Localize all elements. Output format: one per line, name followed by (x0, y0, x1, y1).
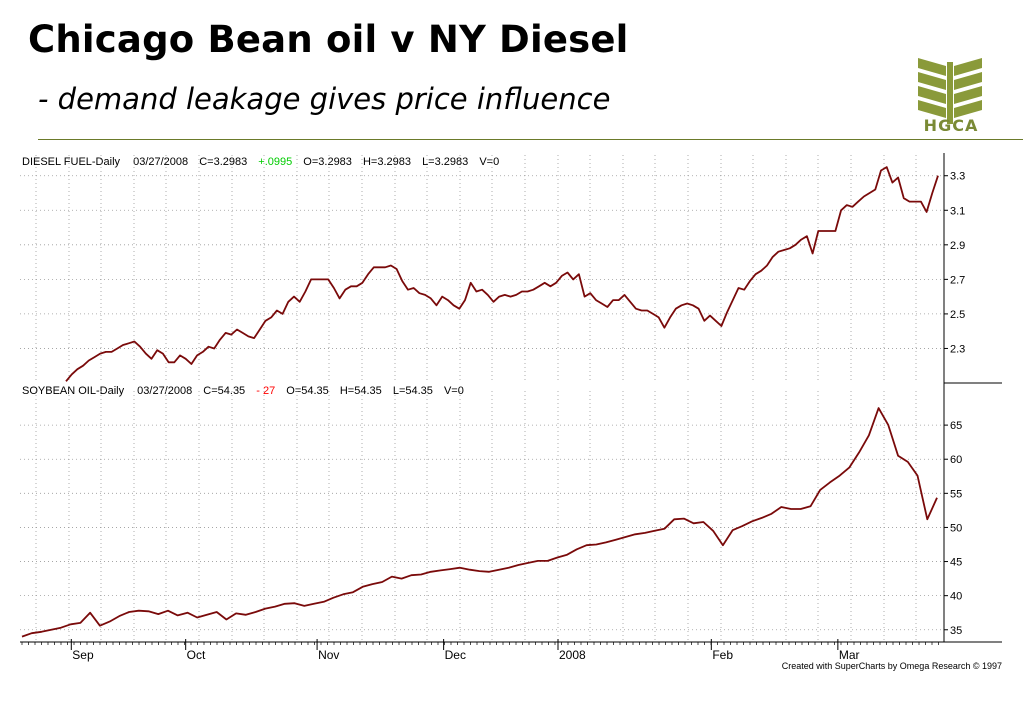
diesel-close: C=3.2983 (199, 156, 247, 168)
xtick-label-feb: Feb (712, 648, 733, 662)
soybean-price-line (21, 407, 938, 638)
xtick-label-dec: Dec (445, 648, 466, 662)
soybean-low: L=54.35 (393, 385, 433, 397)
diesel-name: DIESEL FUEL-Daily (22, 156, 121, 168)
ytick-label: 2.7 (950, 274, 965, 286)
hgca-logo-icon (918, 58, 982, 124)
diesel-date: 03/27/2008 (133, 156, 188, 168)
diesel-price-line (65, 166, 939, 382)
ytick-label: 45 (950, 557, 962, 569)
ytick-label: 3.3 (950, 171, 965, 183)
page-subtitle: - demand leakage gives price influence (38, 82, 611, 116)
tick-labels: 2.3 2.5 2.7 2.9 3.1 3.3 35 40 45 50 55 60 65 Sep Oct No… (72, 171, 965, 662)
soybean-header: SOYBEAN OIL-Daily 03/27/2008 C=54.35 - 2… (22, 385, 464, 397)
ytick-label: 2.5 (950, 309, 965, 321)
xtick-label-mar: Mar (839, 648, 860, 662)
series-lines (21, 166, 939, 638)
ytick-label: 2.3 (950, 343, 965, 355)
soybean-high: H=54.35 (340, 385, 382, 397)
ytick-label: 40 (950, 591, 962, 603)
page-title: Chicago Bean oil v NY Diesel (28, 18, 629, 61)
ytick-label: 60 (950, 454, 962, 466)
xtick-label-2008: 2008 (559, 648, 586, 662)
title-divider (38, 139, 1023, 140)
soybean-date: 03/27/2008 (137, 385, 192, 397)
xtick-label-sep: Sep (72, 648, 94, 662)
soybean-change: - 27 (256, 385, 275, 397)
ytick-label: 3.1 (950, 205, 965, 217)
ytick-label: 35 (950, 625, 962, 637)
diesel-header: DIESEL FUEL-Daily 03/27/2008 C=3.2983 +.… (22, 156, 499, 168)
xtick-label-nov: Nov (318, 648, 339, 662)
xtick-label-oct: Oct (187, 648, 206, 662)
chart-credit: Created with SuperCharts by Omega Resear… (782, 661, 1002, 671)
ytick-label: 65 (950, 420, 962, 432)
axes (20, 153, 1002, 650)
ytick-label: 55 (950, 488, 962, 500)
ytick-label: 50 (950, 522, 962, 534)
diesel-high: H=3.2983 (363, 156, 411, 168)
price-chart: DIESEL FUEL-Daily 03/27/2008 C=3.2983 +.… (20, 153, 1002, 671)
grid-lines (20, 155, 944, 640)
ytick-label: 2.9 (950, 240, 965, 252)
diesel-open: O=3.2983 (303, 156, 352, 168)
diesel-volume: V=0 (479, 156, 499, 168)
soybean-close: C=54.35 (203, 385, 245, 397)
soybean-name: SOYBEAN OIL-Daily (22, 385, 125, 397)
hgca-logo-text: HGCA (923, 116, 979, 135)
diesel-low: L=3.2983 (422, 156, 468, 168)
soybean-open: O=54.35 (286, 385, 329, 397)
diesel-change: +.0995 (258, 156, 292, 168)
soybean-volume: V=0 (444, 385, 464, 397)
